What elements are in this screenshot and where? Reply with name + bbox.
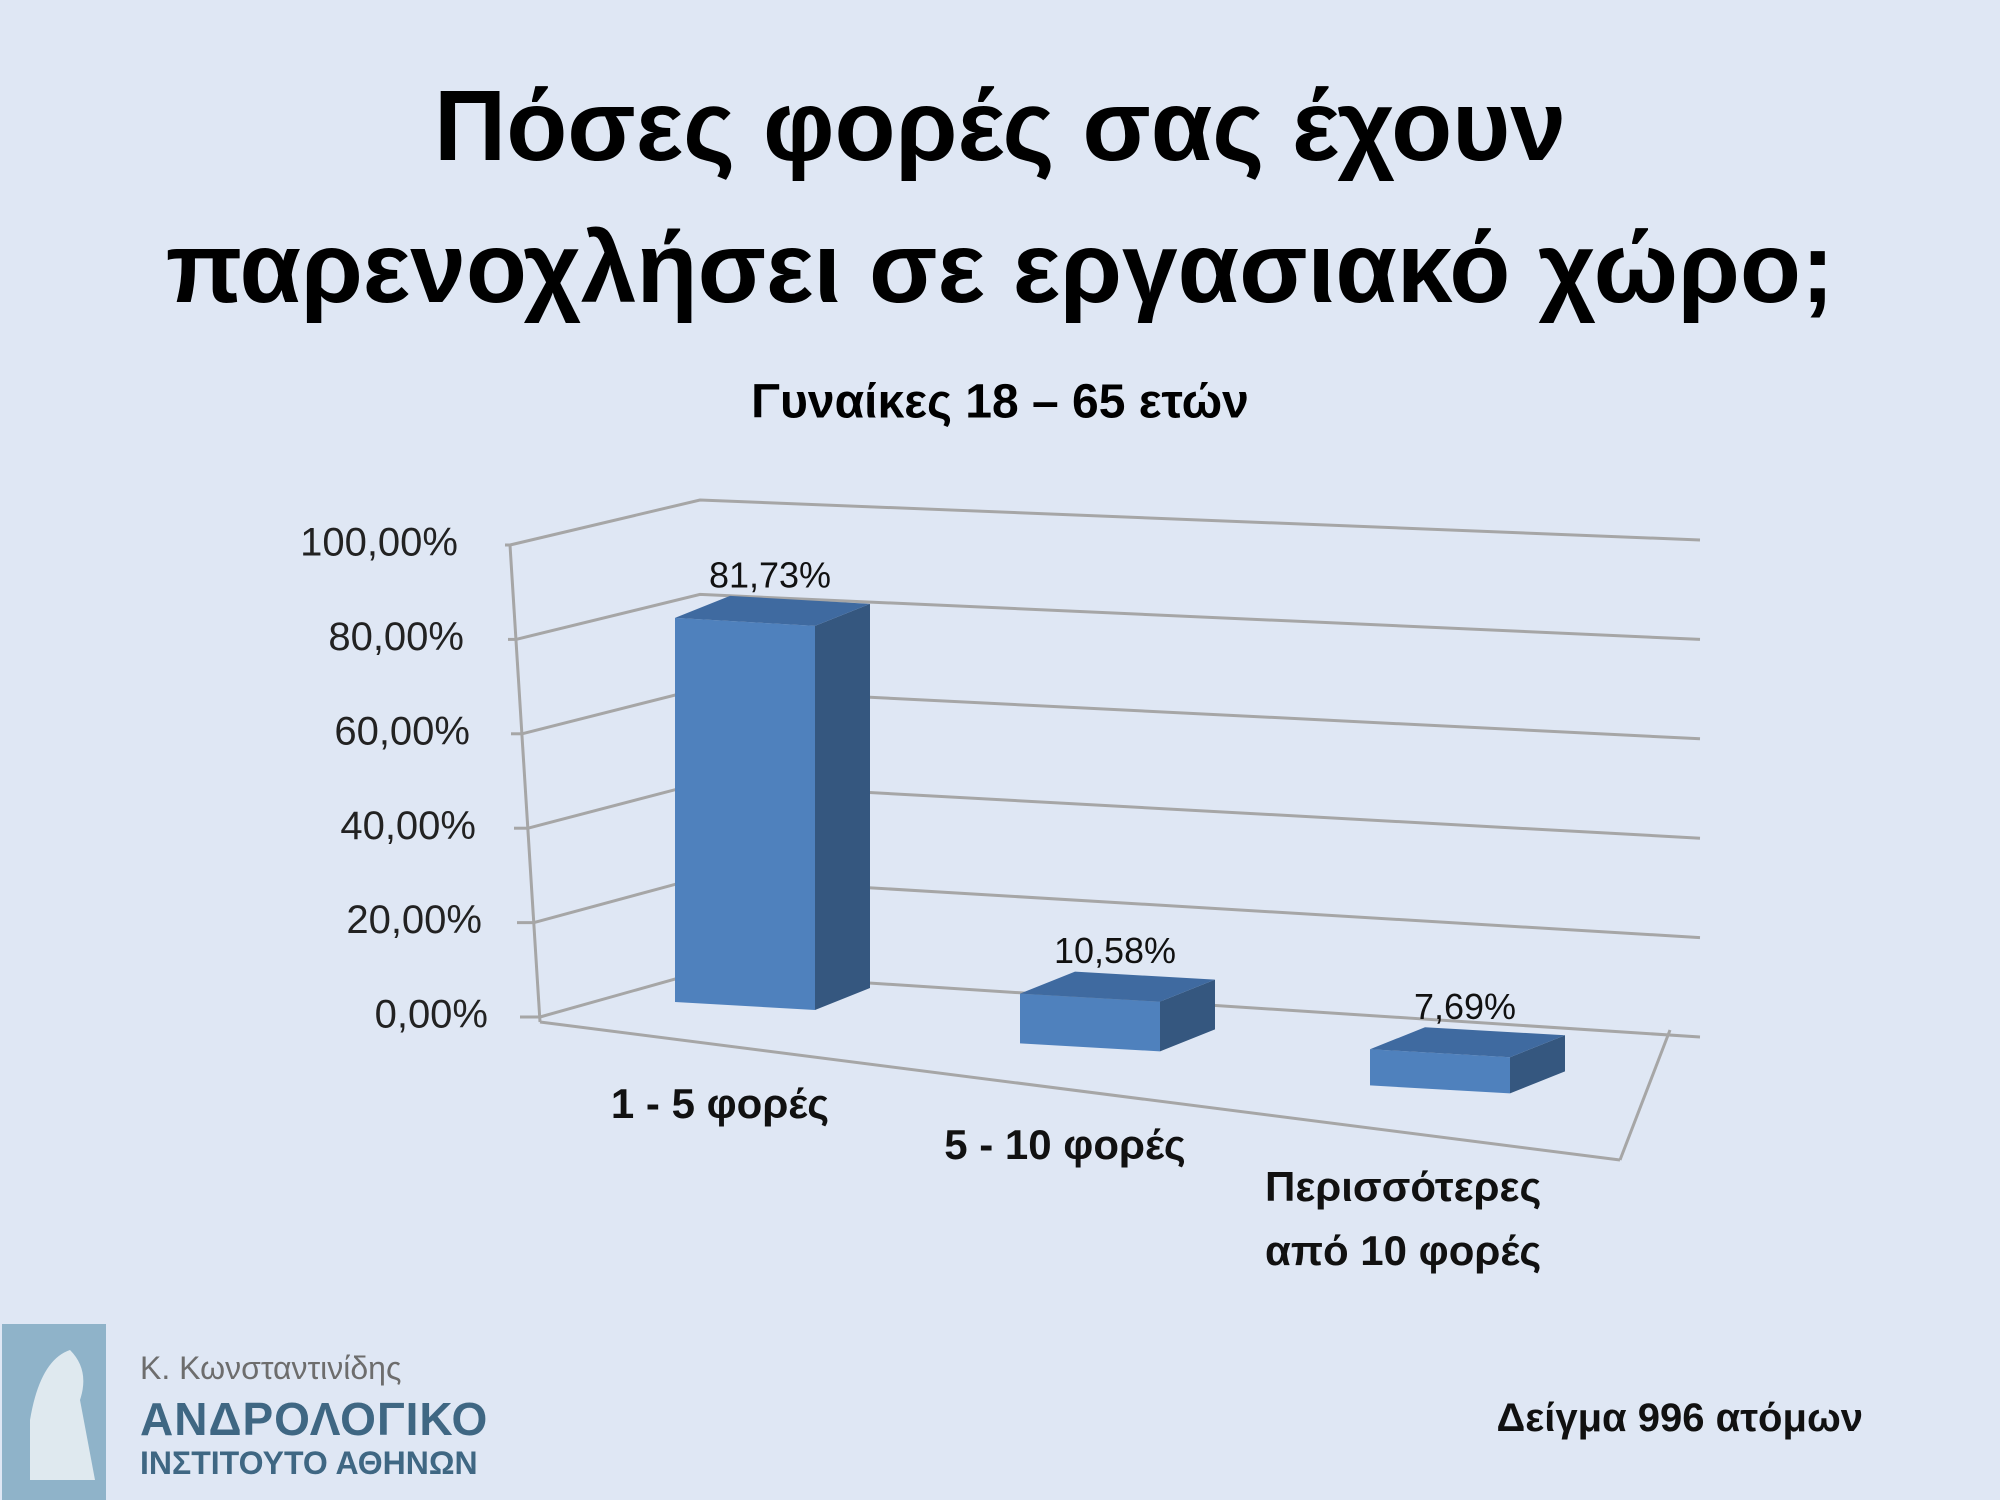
grid-line	[509, 498, 1701, 547]
bar-side	[1510, 1035, 1565, 1094]
y-tick-label: 60,00%	[334, 709, 470, 753]
bar	[675, 595, 870, 1010]
y-tick-label: 0,00%	[375, 993, 488, 1037]
bar-side	[815, 603, 870, 1010]
floor-edge	[1618, 1029, 1672, 1161]
x-tick-label: 5 - 10 φορές	[944, 1121, 1186, 1169]
logo-line: ΑΝΔΡΟΛΟΓΙΚΟ	[140, 1393, 489, 1445]
bar-front	[1370, 1049, 1510, 1094]
bar-front	[675, 617, 815, 1010]
y-tick-label: 100,00%	[300, 521, 458, 565]
logo-figure	[30, 1350, 95, 1480]
y-tick-label: 80,00%	[328, 615, 464, 659]
x-tick-label: Περισσότερες από 10 φορές	[1265, 1163, 1542, 1275]
value-label: 7,69%	[1414, 986, 1516, 1027]
floor-edge	[539, 1020, 1621, 1162]
sample-note: Δείγμα 996 ατόμων	[1496, 1396, 1863, 1440]
logo-line: ΙΝΣΤΙΤΟΥΤΟ ΑΘΗΝΩΝ	[140, 1445, 478, 1481]
bar	[1020, 971, 1215, 1052]
value-label: 10,58%	[1054, 930, 1176, 971]
bar	[1370, 1027, 1565, 1094]
bar-top	[1370, 1027, 1565, 1058]
value-axis	[508, 544, 542, 1023]
y-tick-label: 40,00%	[340, 804, 476, 848]
bar-front	[1020, 993, 1160, 1052]
value-label: 81,73%	[709, 554, 831, 595]
slide-title: Πόσες φορές σας έχουν παρενοχλήσει σε ερ…	[165, 70, 1835, 324]
bar-top	[675, 595, 870, 626]
logo-author: Κ. Κωνσταντινίδης	[140, 1350, 402, 1386]
x-tick-label: 1 - 5 φορές	[610, 1080, 830, 1127]
bar-side	[1160, 979, 1215, 1052]
chart-title: Γυναίκες 18 – 65 ετών	[751, 376, 1249, 429]
bar-top	[1020, 971, 1215, 1002]
y-tick-label: 20,00%	[346, 898, 482, 942]
grid-line	[515, 592, 1701, 641]
